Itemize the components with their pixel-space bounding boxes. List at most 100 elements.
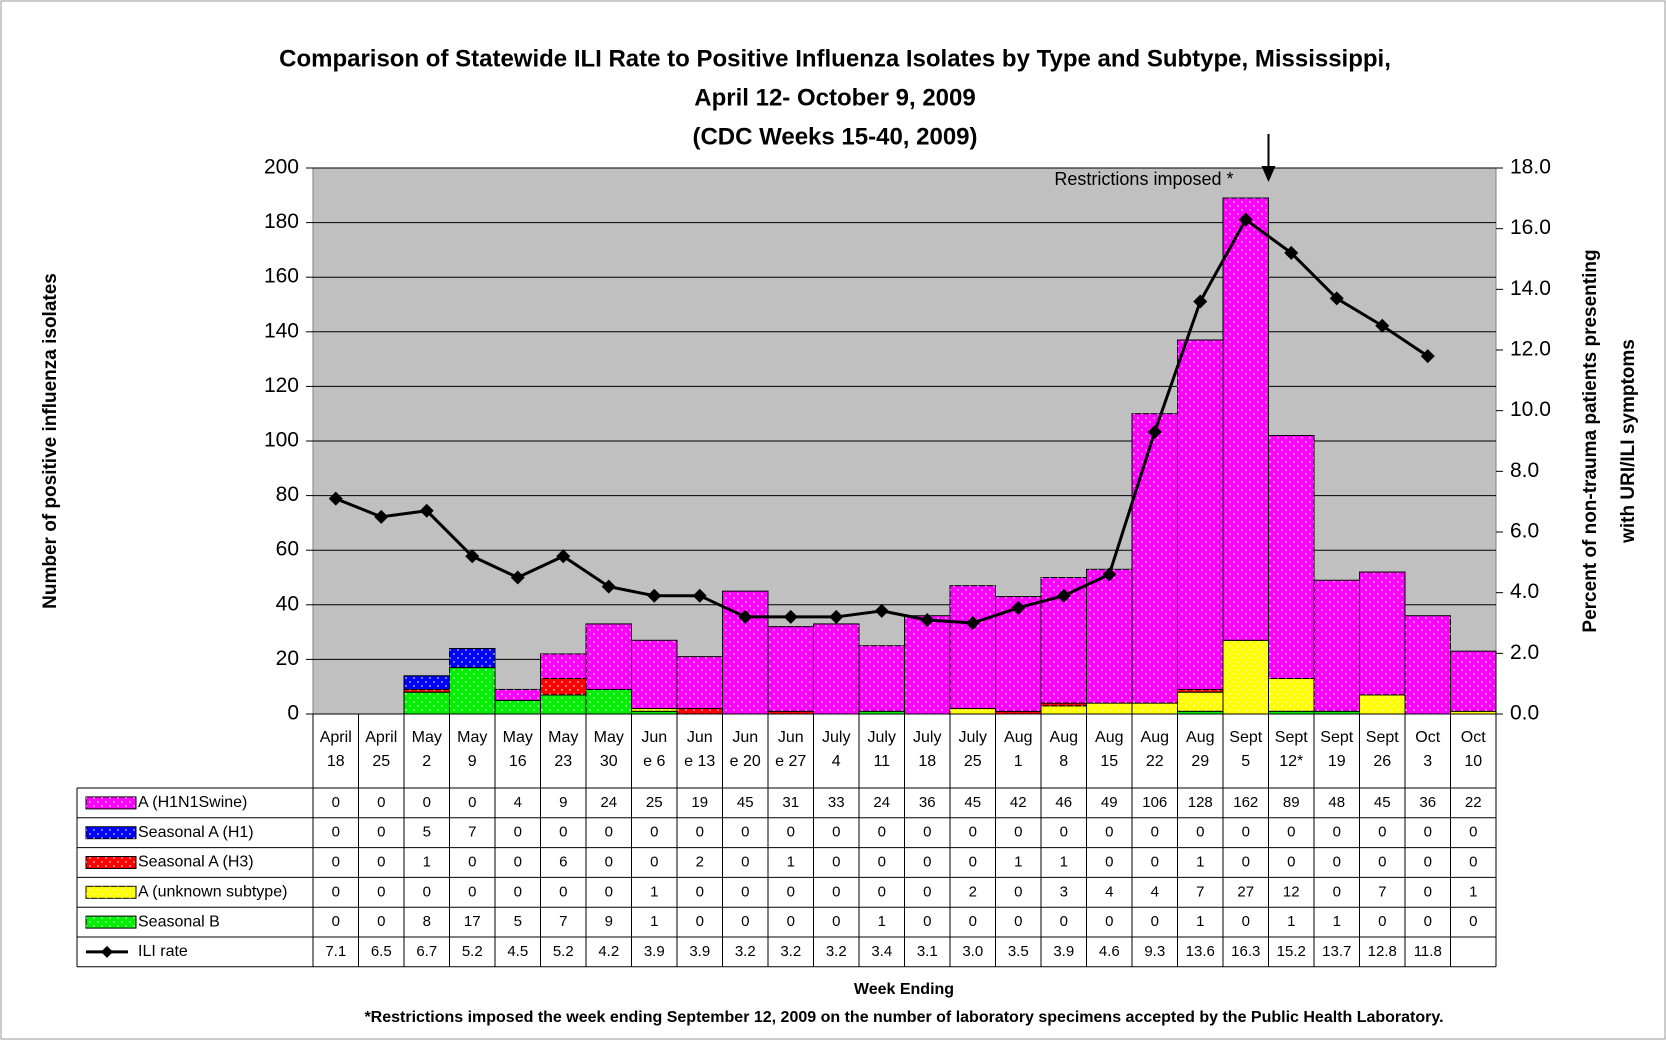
bar-segment [449, 647, 496, 669]
table-cell: 0 [1151, 913, 1159, 930]
bar-texture [540, 694, 586, 714]
table-cell: 0 [1105, 824, 1113, 841]
line-marker [829, 609, 844, 624]
x-tick-label: May [503, 729, 533, 746]
table-cell: 1 [1196, 853, 1204, 870]
table-cell: 24 [600, 794, 617, 811]
table-cell: 0 [1014, 883, 1022, 900]
line-marker [1147, 424, 1162, 439]
table-cell: 0 [878, 853, 886, 870]
table-cell: 106 [1142, 794, 1167, 811]
table-cell: 0 [514, 824, 522, 841]
line-marker [1011, 600, 1026, 615]
bar-texture [1177, 711, 1223, 714]
table-cell: 7 [1378, 883, 1386, 900]
table-cell: 9.3 [1144, 943, 1165, 960]
bar-segment [1131, 413, 1178, 704]
line-marker [1329, 291, 1344, 306]
bar-texture [1177, 692, 1223, 712]
line-marker [419, 503, 434, 518]
bar-segment [585, 623, 632, 690]
bar-texture [768, 626, 814, 712]
table-cell: 3.0 [962, 943, 983, 960]
bar-texture [1223, 198, 1269, 641]
bar-texture [586, 689, 632, 714]
x-tick-label: Aug [1095, 729, 1123, 746]
table-cell: 7.1 [325, 943, 346, 960]
table-cell: 45 [964, 794, 981, 811]
table-cell: 0 [1105, 853, 1113, 870]
table-cell: 0 [1060, 913, 1068, 930]
x-tick-label: Jun [778, 729, 804, 746]
table-cell: 0 [423, 794, 431, 811]
line-marker [510, 570, 525, 585]
table-cell: 1 [650, 883, 658, 900]
bar-segment [494, 688, 541, 701]
x-tick-label: April [365, 729, 397, 746]
table-cell: 0 [878, 883, 886, 900]
table-cell: 0 [468, 883, 476, 900]
bar-segment [676, 708, 723, 715]
x-tick-label: 18 [918, 753, 936, 770]
table-cell: 3.9 [689, 943, 710, 960]
table-cell: 1 [1333, 913, 1341, 930]
table-cell: 0 [605, 824, 613, 841]
legend-label: ILI rate [138, 943, 188, 960]
y2-axis-label: with URI/ILI symptoms [1618, 339, 1639, 544]
x-tick-label: Jun [732, 729, 758, 746]
table-cell: 9 [605, 913, 613, 930]
bar-texture [1314, 711, 1360, 714]
bar-segment [1177, 339, 1224, 690]
table-cell: 0 [559, 824, 567, 841]
line-marker [920, 612, 935, 627]
x-tick-label: Jun [641, 729, 667, 746]
bar-segment [949, 708, 996, 715]
table-cell: 48 [1328, 794, 1345, 811]
x-tick-label: Aug [1004, 729, 1032, 746]
x-tick-label: 26 [1373, 753, 1391, 770]
table-cell: 0 [1287, 824, 1295, 841]
bar-texture [1450, 651, 1496, 712]
table-cell: 7 [468, 824, 476, 841]
line-marker [328, 491, 343, 506]
table-cell: 0 [1105, 913, 1113, 930]
x-tick-label: 8 [1059, 753, 1068, 770]
bar-texture [995, 711, 1041, 714]
bar-texture [813, 623, 859, 714]
x-tick-label: 11 [873, 753, 890, 770]
y-tick-label: 180 [264, 210, 299, 233]
legend-swatch-texture [86, 796, 136, 809]
table-cell: 5 [423, 824, 431, 841]
table-cell: 0 [741, 853, 749, 870]
table-cell: 7 [1196, 883, 1204, 900]
bar-texture [677, 656, 723, 709]
x-tick-label: Jun [687, 729, 713, 746]
table-cell: 3.4 [871, 943, 892, 960]
bar-segment [1222, 197, 1269, 641]
legend-label: Seasonal A (H3) [138, 854, 254, 871]
table-cell: 16.3 [1231, 943, 1260, 960]
chart-title: Comparison of Statewide ILI Rate to Posi… [279, 45, 1391, 72]
table-cell: 1 [423, 853, 431, 870]
table-cell: 0 [832, 913, 840, 930]
chart-title: (CDC Weeks 15-40, 2009) [692, 123, 977, 150]
table-cell: 15.2 [1277, 943, 1306, 960]
table-cell: 42 [1010, 794, 1027, 811]
bar-segment [1359, 694, 1406, 715]
table-cell: 0 [514, 853, 522, 870]
table-cell: 5.2 [553, 943, 574, 960]
x-tick-label: 18 [327, 753, 345, 770]
table-cell: 0 [1151, 853, 1159, 870]
x-tick-label: Sept [1366, 729, 1399, 746]
table-cell: 0 [1469, 824, 1477, 841]
table-cell: 0 [1424, 913, 1432, 930]
table-cell: 0 [969, 824, 977, 841]
bar-segment [676, 656, 723, 710]
line-marker [1375, 318, 1390, 333]
table-cell: 3.9 [644, 943, 665, 960]
x-tick-label: July [913, 729, 941, 746]
chart-title: April 12- October 9, 2009 [694, 84, 975, 111]
bar-segment [813, 623, 860, 715]
table-cell: 0 [696, 883, 704, 900]
